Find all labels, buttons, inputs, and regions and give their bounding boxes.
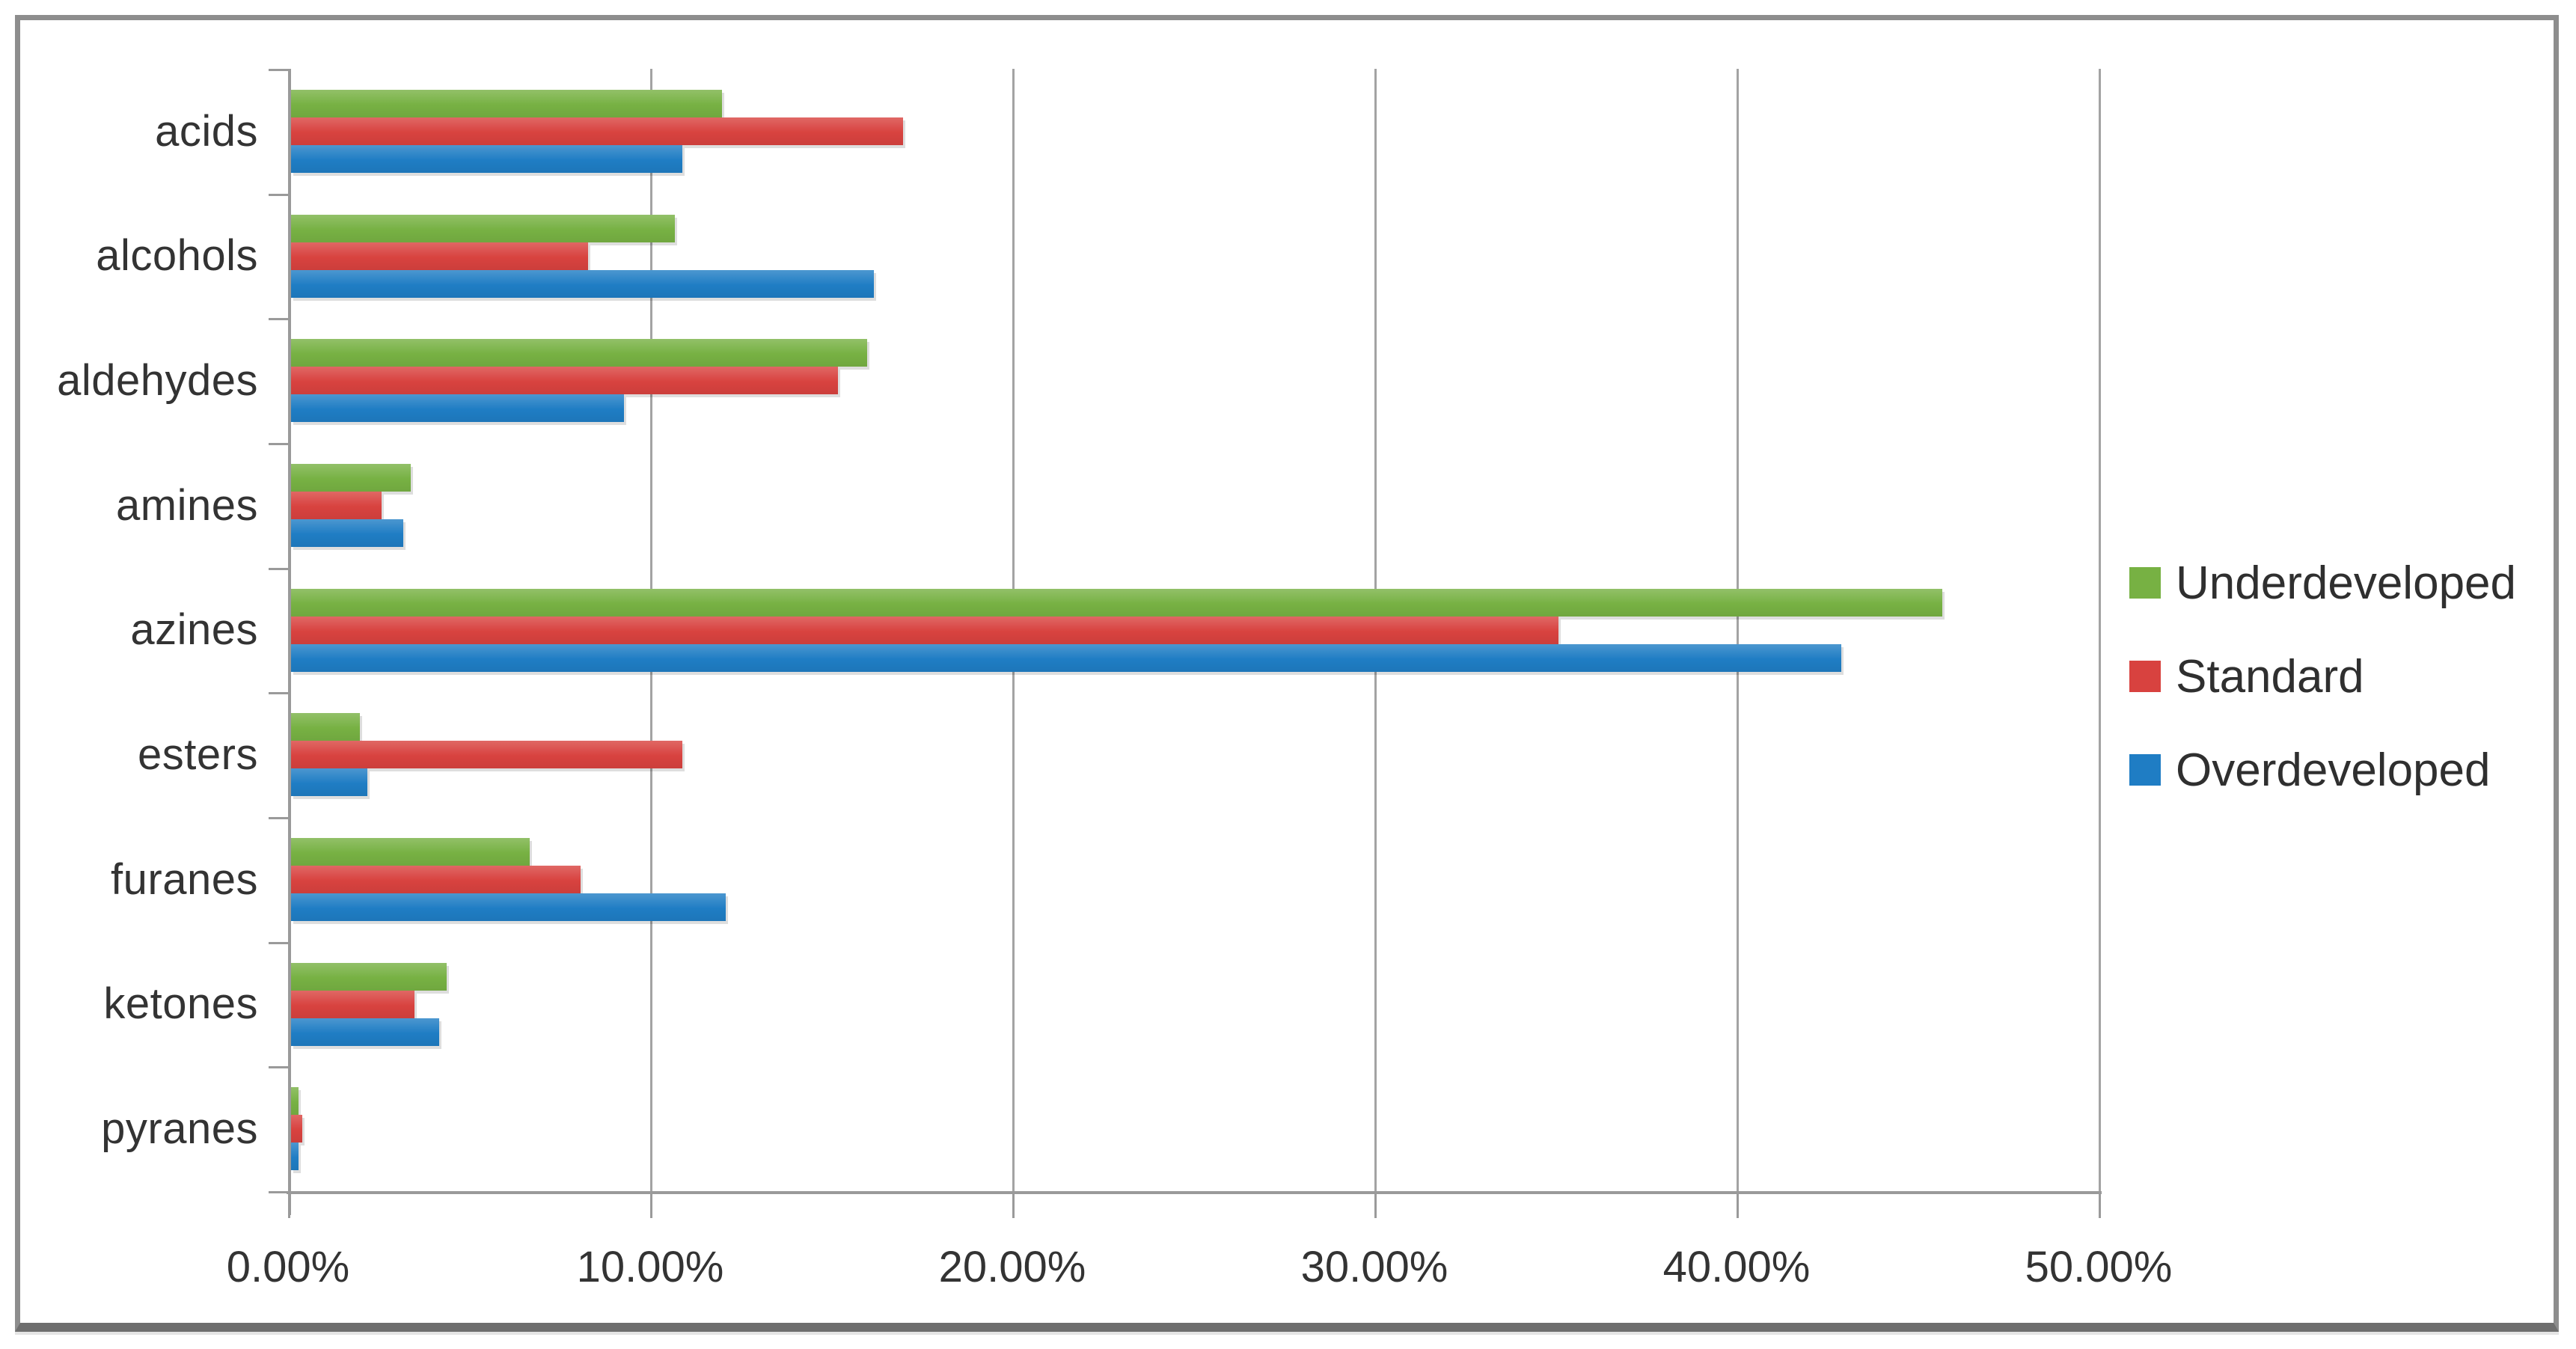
y-axis-tick-0: [269, 69, 288, 71]
y-axis-tick-2: [269, 318, 288, 321]
legend-swatch-standard: [2129, 661, 2161, 692]
y-axis-tick-5: [269, 692, 288, 695]
gridline-50pct: [2099, 69, 2101, 1191]
y-axis-tick-6: [269, 817, 288, 819]
category-label-ketones: ketones: [103, 979, 258, 1029]
bar-pyranes-standard: [291, 1115, 302, 1143]
bar-aldehydes-underdeveloped: [291, 339, 867, 367]
legend-label-standard: Standard: [2176, 650, 2364, 703]
x-tick-label-4: 40.00%: [1662, 1243, 1811, 1291]
bar-acids-overdeveloped: [291, 144, 682, 173]
x-axis-line: [287, 1191, 2102, 1194]
legend-swatch-overdeveloped: [2129, 754, 2161, 786]
category-label-aldehydes: aldehydes: [57, 356, 258, 406]
legend-swatch-underdeveloped: [2129, 567, 2161, 599]
bar-ketones-overdeveloped: [291, 1018, 440, 1046]
x-axis-tick-2: [1012, 1194, 1015, 1218]
bar-furanes-standard: [291, 865, 581, 893]
y-axis-line: [288, 69, 291, 1215]
legend-label-underdeveloped: Underdeveloped: [2176, 557, 2517, 609]
x-tick-label-3: 30.00%: [1300, 1243, 1448, 1291]
bar-acids-standard: [291, 117, 903, 145]
category-label-azines: azines: [130, 605, 258, 655]
category-label-esters: esters: [138, 730, 258, 780]
x-axis-tick-5: [2099, 1194, 2101, 1218]
y-axis-tick-3: [269, 443, 288, 445]
y-axis-tick-7: [269, 941, 288, 944]
y-axis-tick-4: [269, 567, 288, 570]
x-tick-label-5: 50.00%: [2025, 1243, 2173, 1291]
category-label-pyranes: pyranes: [101, 1104, 258, 1154]
bar-ketones-standard: [291, 990, 414, 1018]
bar-amines-standard: [291, 491, 382, 519]
bar-pyranes-underdeveloped: [291, 1087, 299, 1116]
gridline-40pct: [1737, 69, 1739, 1191]
y-axis-tick-9: [269, 1191, 288, 1193]
bar-azines-overdeveloped: [291, 643, 1841, 672]
bar-amines-underdeveloped: [291, 463, 411, 492]
bar-aldehydes-standard: [291, 367, 838, 395]
bar-furanes-overdeveloped: [291, 893, 726, 921]
bar-ketones-underdeveloped: [291, 962, 447, 991]
x-tick-label-1: 10.00%: [576, 1243, 724, 1291]
bar-esters-underdeveloped: [291, 713, 360, 741]
bar-azines-underdeveloped: [291, 588, 1943, 617]
bar-alcohols-overdeveloped: [291, 269, 875, 298]
bar-esters-standard: [291, 741, 682, 769]
bar-alcohols-standard: [291, 242, 588, 270]
bar-furanes-underdeveloped: [291, 837, 530, 866]
bar-aldehydes-overdeveloped: [291, 394, 625, 423]
x-axis-tick-4: [1737, 1194, 1739, 1218]
x-axis-tick-3: [1374, 1194, 1377, 1218]
category-label-acids: acids: [155, 106, 258, 156]
bar-acids-underdeveloped: [291, 89, 722, 117]
x-axis-tick-1: [650, 1194, 652, 1218]
category-label-alcohols: alcohols: [96, 231, 258, 281]
x-tick-label-2: 20.00%: [938, 1243, 1086, 1291]
legend-item-underdeveloped: Underdeveloped: [2129, 557, 2516, 609]
legend-label-overdeveloped: Overdeveloped: [2176, 744, 2491, 796]
category-label-amines: amines: [116, 480, 258, 530]
bar-azines-standard: [291, 616, 1558, 644]
bar-alcohols-underdeveloped: [291, 214, 676, 242]
y-axis-tick-8: [269, 1066, 288, 1069]
legend-item-overdeveloped: Overdeveloped: [2129, 744, 2491, 796]
category-label-furanes: furanes: [111, 854, 258, 904]
y-axis-tick-1: [269, 193, 288, 196]
bar-esters-overdeveloped: [291, 768, 367, 797]
x-tick-label-0: 0.00%: [226, 1243, 350, 1291]
bar-pyranes-overdeveloped: [291, 1142, 299, 1171]
legend-item-standard: Standard: [2129, 650, 2364, 703]
bar-amines-overdeveloped: [291, 519, 404, 547]
